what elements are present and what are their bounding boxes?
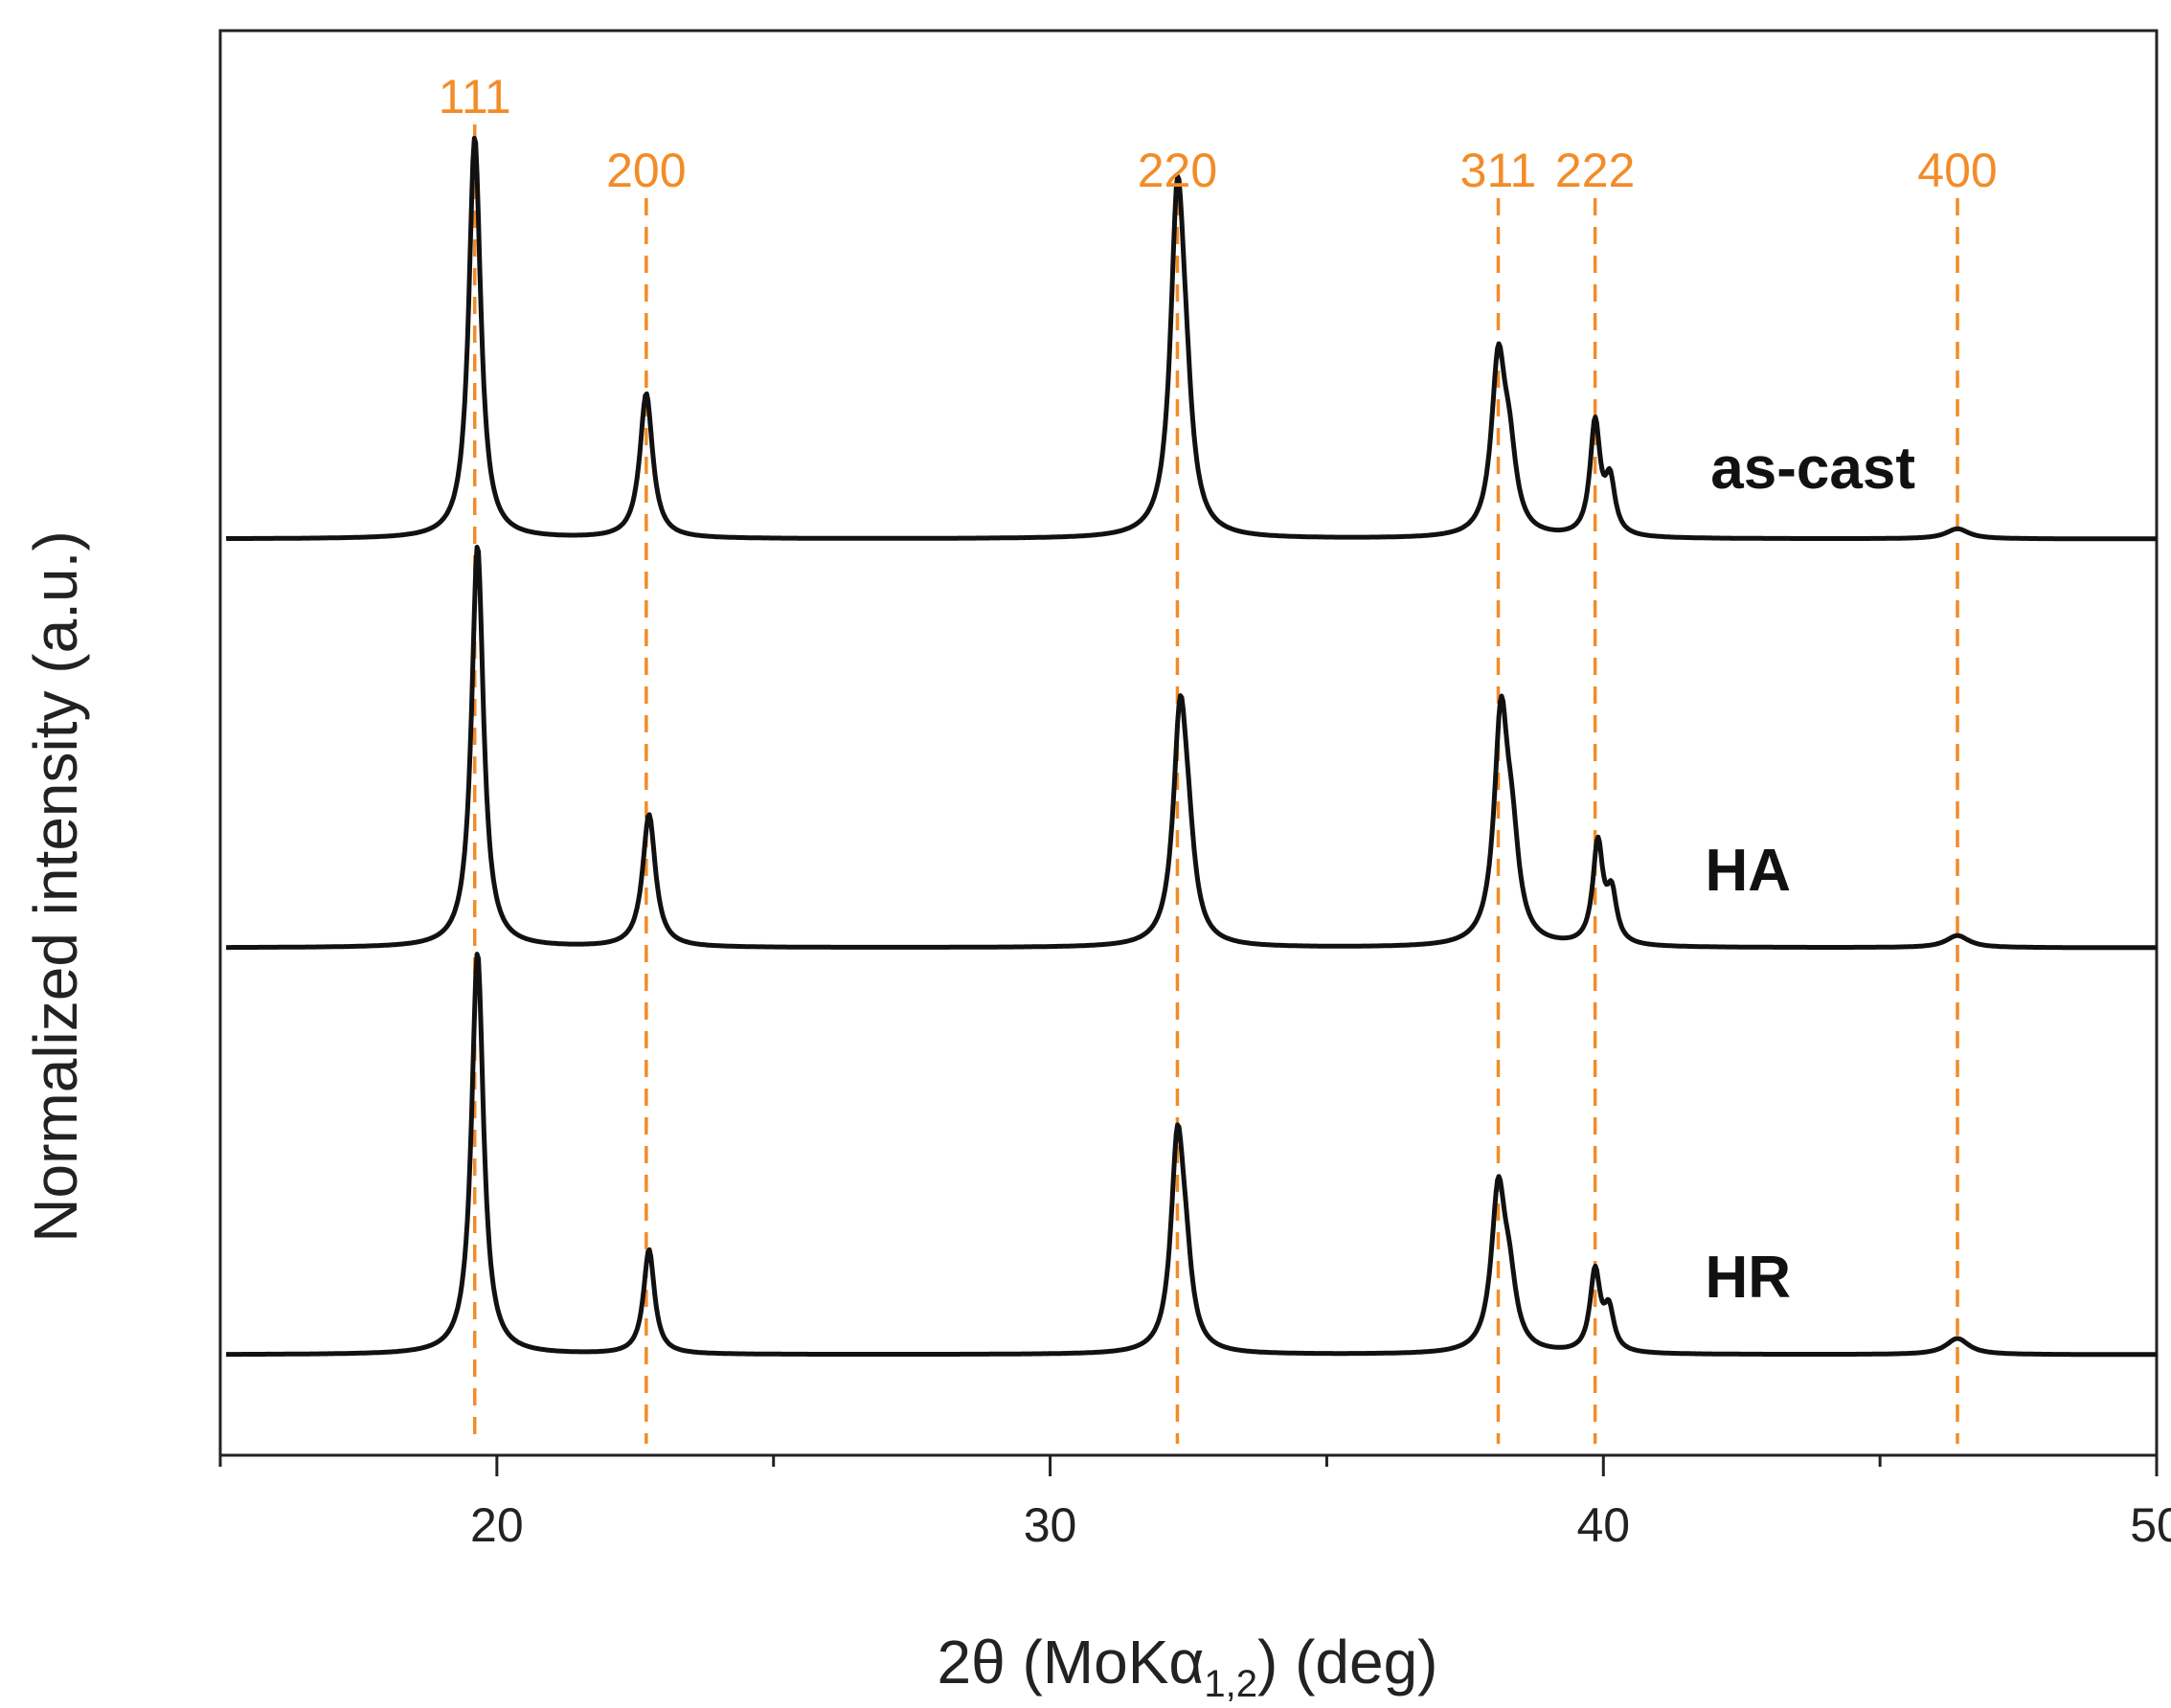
series-line-as-cast	[225, 135, 2159, 542]
x-axis-label-subscript: 1,2	[1204, 1663, 1257, 1705]
x-axis-label-prefix: 2θ (MoKα	[938, 1628, 1205, 1697]
peak-labels: 111 200 220 311 222 400	[439, 70, 1998, 197]
peak-label-311: 311	[1460, 144, 1537, 197]
series-label-as-cast: as-cast	[1710, 436, 1915, 502]
peak-label-400: 400	[1917, 144, 1997, 197]
x-axis-label: 2θ (MoKα1,2) (deg)	[938, 1628, 1438, 1705]
series-labels: as-cast HA HR	[1705, 436, 1915, 1311]
series-label-HR: HR	[1705, 1245, 1791, 1311]
series-line-HA	[225, 545, 2159, 951]
x-axis-label-suffix: ) (deg)	[1257, 1628, 1438, 1697]
x-tick-label: 20	[470, 1498, 524, 1552]
peak-label-200: 200	[606, 144, 686, 197]
peak-label-220: 220	[1138, 144, 1217, 197]
y-axis-label: Normalized intensity (a.u.)	[21, 530, 90, 1242]
peak-label-111: 111	[439, 70, 511, 124]
series-traces	[225, 135, 2159, 1358]
series-line-HR	[225, 952, 2159, 1358]
peak-label-222: 222	[1555, 144, 1635, 197]
x-tick-label: 40	[1576, 1498, 1630, 1552]
series-label-HA: HA	[1705, 838, 1791, 904]
x-axis-ticks: 20 30 40 50	[218, 1455, 2171, 1552]
x-tick-label: 50	[2130, 1498, 2171, 1552]
x-tick-label: 30	[1024, 1498, 1077, 1552]
